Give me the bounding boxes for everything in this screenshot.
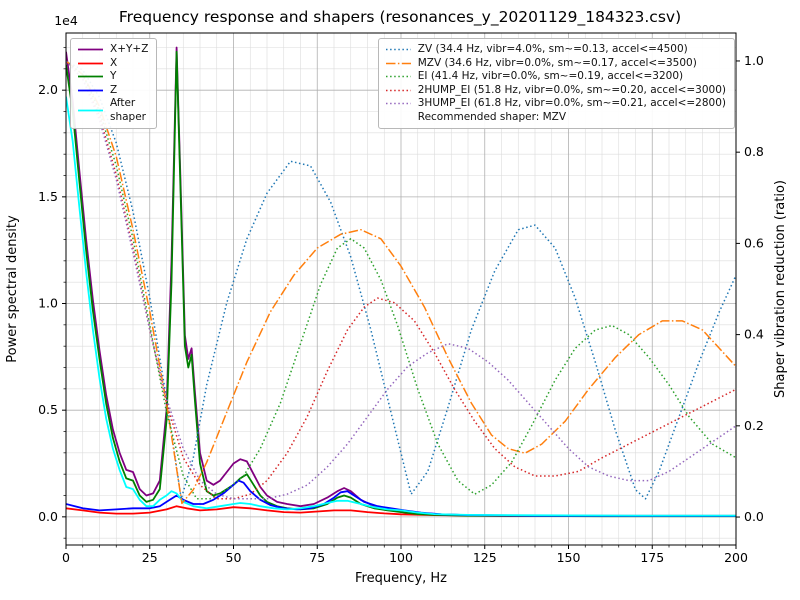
curve-ei [66,60,736,500]
y-right-tick-label: 0.6 [744,235,764,250]
legend-item-after-shaper: After shaper [77,97,148,124]
legend-line-swatch [385,103,411,105]
legend-label: After shaper [110,97,147,123]
psd-curves [66,46,736,518]
legend-line-swatch [78,75,103,78]
legend-item-x-y-z: X+Y+Z [77,43,148,57]
curve-x [66,505,736,517]
x-tick-label: 50 [226,550,242,565]
curve-mzv [66,60,736,505]
legend-label: 2HUMP_EI (51.8 Hz, vibr=0.0%, sm~=0.20, … [417,83,726,96]
legend-label: EI (41.4 Hz, vibr=0.0%, sm~=0.19, accel<… [417,70,684,82]
x-tick-label: 175 [640,550,664,565]
legend-line-swatch [385,89,411,91]
legend-line-swatch [78,48,103,51]
recommended-shaper-note: Recommended shaper: MZV [417,110,567,123]
legend-psd: X+Y+Z X Y Z After shaper [70,38,158,129]
x-tick-label: 200 [724,550,748,565]
y-left-tick-label: 0.5 [38,402,58,417]
y-left-tick-label: 1.5 [38,189,58,204]
legend-line-swatch [78,89,103,92]
x-tick-label: 100 [389,550,413,565]
x-axis-label: Frequency, Hz [355,571,447,586]
x-tick-label: 125 [473,550,497,565]
y-right-tick-label: 0.2 [744,418,764,433]
x-tick-label: 0 [62,550,70,565]
legend-label: X [110,56,118,69]
legend-label: MZV (34.6 Hz, vibr=0.0%, sm~=0.17, accel… [417,56,697,69]
legend-line-swatch [385,62,411,64]
x-tick-label: 150 [557,550,581,565]
legend-item-x: X [77,57,148,71]
legend-shapers: ZV (34.4 Hz, vibr=4.0%, sm~=0.13, accel<… [377,38,735,129]
legend-line-swatch [385,49,411,51]
chart-title: Frequency response and shapers (resonanc… [118,8,682,26]
y-right-tick-label: 1.0 [744,53,764,68]
y-right-axis-label: Shaper vibration reduction (ratio) [773,180,788,398]
y-right-tick-label: 0.8 [744,144,764,159]
legend-shaper-items: ZV (34.4 Hz, vibr=4.0%, sm~=0.13, accel<… [385,43,726,111]
legend-item-ei: EI (41.4 Hz, vibr=0.0%, sm~=0.19, accel<… [385,70,726,84]
y-left-tick-label: 2.0 [38,82,58,97]
legend-line-swatch [385,76,411,78]
legend-item-mzv: MZV (34.6 Hz, vibr=0.0%, sm~=0.17, accel… [385,57,726,71]
curve-zv [66,60,736,500]
y-left-tick-label: 1.0 [38,296,58,311]
legend-item-3hump-ei: 3HUMP_EI (61.8 Hz, vibr=0.0%, sm~=0.21, … [385,97,726,111]
y-right-tick-label: 0.4 [744,327,764,342]
y-left-axis-label: Power spectral density [5,215,20,363]
x-tick-label: 75 [309,550,325,565]
shaper-curves [66,60,736,505]
legend-label: X+Y+Z [110,43,149,55]
legend-line-swatch [78,62,103,65]
legend-item-y: Y [77,70,148,84]
legend-label: 3HUMP_EI (61.8 Hz, vibr=0.0%, sm~=0.21, … [417,97,726,109]
curve-2hump-ei [66,60,736,500]
legend-item-z: Z [77,84,148,98]
legend-item-2hump-ei: 2HUMP_EI (51.8 Hz, vibr=0.0%, sm~=0.20, … [385,84,726,98]
x-tick-label: 25 [142,550,158,565]
y-axis-offset-text: 1e4 [54,13,78,28]
y-right-tick-label: 0.0 [744,509,764,524]
curve-after-shaper [66,96,736,517]
legend-label: Y [110,70,117,82]
curve-y [66,50,736,518]
legend-line-swatch [78,109,103,112]
y-left-tick-label: 0.0 [38,509,58,524]
legend-label: ZV (34.4 Hz, vibr=4.0%, sm~=0.13, accel<… [417,43,688,55]
legend-label: Z [110,83,118,96]
legend-item-zv: ZV (34.4 Hz, vibr=4.0%, sm~=0.13, accel<… [385,43,726,57]
